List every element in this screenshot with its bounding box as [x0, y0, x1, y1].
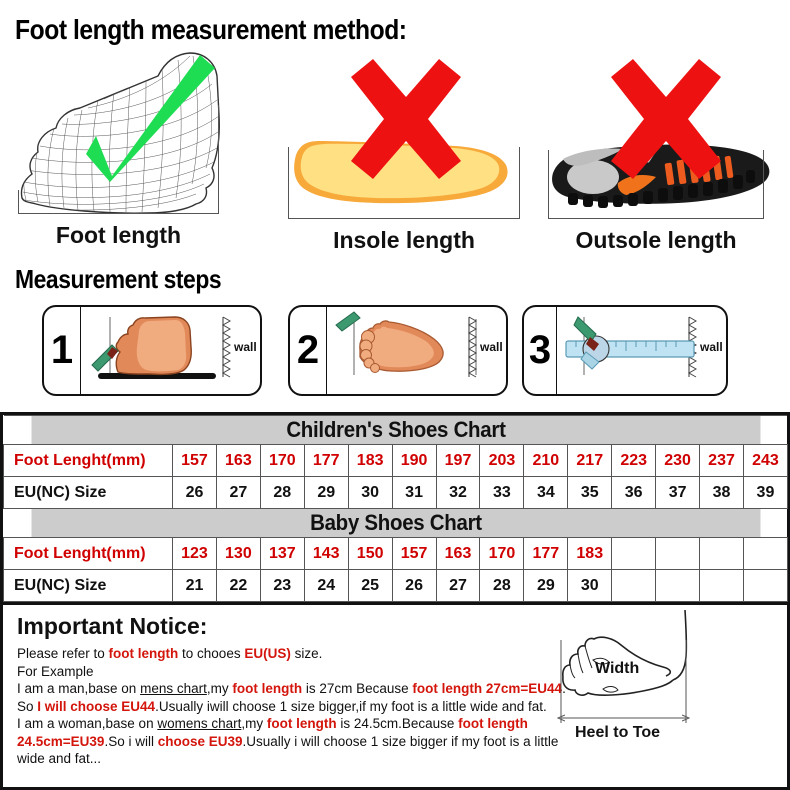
- svg-text:wall: wall: [233, 340, 257, 354]
- svg-text:Heel to Toe: Heel to Toe: [575, 724, 660, 741]
- svg-text:Width: Width: [595, 660, 639, 677]
- svg-text:wall: wall: [699, 340, 723, 354]
- svg-text:wall: wall: [479, 340, 503, 354]
